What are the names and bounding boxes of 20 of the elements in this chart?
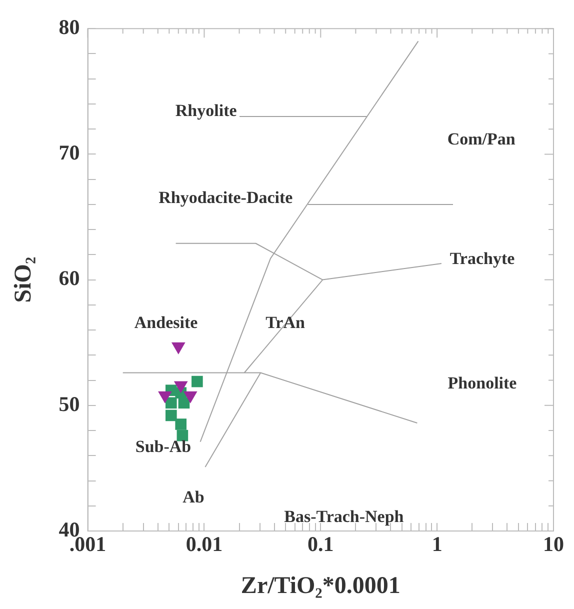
y-axis-title: SiO₂ <box>10 256 37 303</box>
y-tick-label: 70 <box>58 140 80 165</box>
annotation: Phonolite <box>448 374 518 393</box>
annotation: Sub-Ab <box>135 436 192 456</box>
y-tick-label: 60 <box>58 266 80 290</box>
annotation: TrAn <box>266 312 306 332</box>
x-tick-label: 0.1 <box>308 532 334 556</box>
x-axis-title: Zr/TiO₂*0.0001 <box>240 572 400 599</box>
annotation: Trachyte <box>450 249 516 268</box>
annotation: Rhyolite <box>175 100 238 120</box>
x-tick-label: 10 <box>543 532 564 556</box>
annotation: Com/Pan <box>447 130 516 149</box>
y-tick-label: 80 <box>58 15 80 40</box>
annotation: Andesite <box>134 312 198 332</box>
x-tick-label: 1 <box>432 532 442 556</box>
x-tick-label: 0.01 <box>186 532 223 556</box>
y-tick-label: 50 <box>58 392 80 416</box>
annotation: Ab <box>182 488 204 507</box>
annotation: Bas-Trach-Neph <box>284 506 404 526</box>
annotation: Rhyodacite-Dacite <box>158 188 294 207</box>
